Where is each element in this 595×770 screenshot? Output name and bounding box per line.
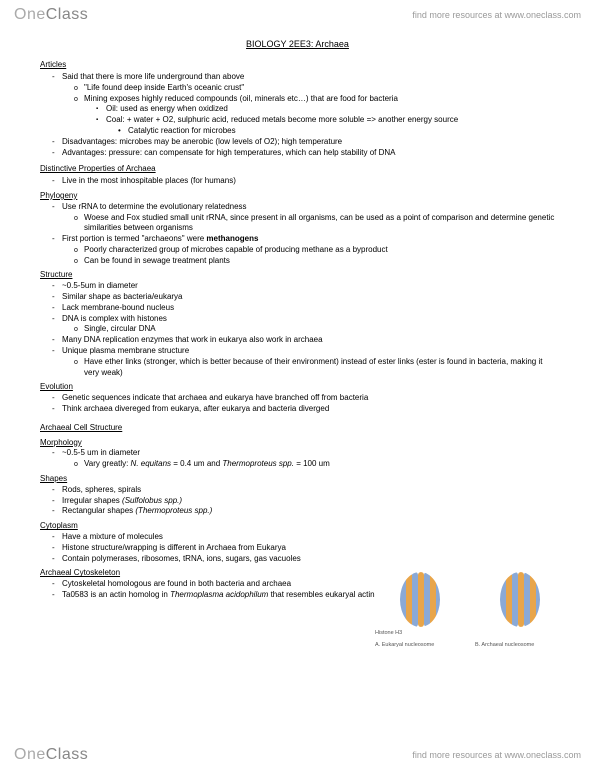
list-item: Disadvantages: microbes may be anerobic … — [40, 137, 555, 148]
page-header: OneClass find more resources at www.onec… — [0, 0, 595, 30]
list-item: Rods, spheres, spirals — [40, 485, 555, 496]
diagram-label-histone: Histone H3 — [375, 630, 402, 636]
list-item: Genetic sequences indicate that archaea … — [40, 393, 555, 404]
page-title: BIOLOGY 2EE3: Archaea — [40, 38, 555, 50]
list-item: Live in the most inhospitable places (fo… — [40, 176, 555, 187]
text-italic: Thermoproteus spp. — [222, 459, 294, 468]
text: = 100 um — [294, 459, 330, 468]
list-item: Irregular shapes (Sulfolobus spp.) — [40, 496, 555, 507]
section-structure: Structure — [40, 270, 555, 281]
brand-part-one: One — [14, 6, 46, 23]
diagram-caption-a: A. Eukaryal nucleosome — [375, 642, 434, 648]
section-archaeal-cell: Archaeal Cell Structure — [40, 423, 555, 434]
section-evolution: Evolution — [40, 382, 555, 393]
document-body: BIOLOGY 2EE3: Archaea Articles Said that… — [0, 30, 595, 641]
nucleosome-diagram: Histone H3 A. Eukaryal nucleosome B. Arc… — [375, 560, 565, 660]
list-item: "Life found deep inside Earth's oceanic … — [62, 83, 555, 94]
text-bold: methanogens — [206, 234, 258, 243]
text: Ta0583 is an actin homolog in — [62, 590, 170, 599]
list-item: Advantages: pressure: can compensate for… — [40, 148, 555, 159]
section-morphology: Morphology — [40, 438, 555, 449]
list-item: ~0.5-5um in diameter — [40, 281, 555, 292]
list-item: Histone structure/wrapping is different … — [40, 543, 555, 554]
list-item: Many DNA replication enzymes that work i… — [40, 335, 555, 346]
text: DNA is complex with histones — [62, 314, 167, 323]
list-item: Mining exposes highly reduced compounds … — [62, 94, 555, 137]
list-item: First portion is termed "archaeons" were… — [40, 234, 555, 266]
text: Mining exposes highly reduced compounds … — [84, 94, 398, 103]
text: Said that there is more life underground… — [62, 72, 244, 81]
text-italic: Thermoplasma acidophilum — [170, 590, 268, 599]
resources-link-footer[interactable]: find more resources at www.oneclass.com — [412, 750, 581, 760]
text: = 0.4 um and — [171, 459, 222, 468]
text: Irregular shapes — [62, 496, 122, 505]
brand-logo: OneClass — [14, 6, 88, 24]
text: Rectangular shapes — [62, 506, 135, 515]
list-item: Rectangular shapes (Thermoproteus spp.) — [40, 506, 555, 517]
text: Coal: + water + O2, sulphuric acid, redu… — [106, 115, 458, 124]
section-phylogeny: Phylogeny — [40, 191, 555, 202]
section-articles: Articles — [40, 60, 555, 71]
list-item: Vary greatly: N. equitans = 0.4 um and T… — [62, 459, 555, 470]
list-item: DNA is complex with histones Single, cir… — [40, 314, 555, 336]
text: First portion is termed "archaeons" were — [62, 234, 206, 243]
list-item: Use rRNA to determine the evolutionary r… — [40, 202, 555, 234]
section-cytoplasm: Cytoplasm — [40, 521, 555, 532]
brand-part-two: Class — [46, 746, 89, 763]
list-item: Woese and Fox studied small unit rRNA, s… — [62, 213, 555, 235]
text: ~0.5-5 um in diameter — [62, 448, 140, 457]
list-item: Unique plasma membrane structure Have et… — [40, 346, 555, 378]
list-item: Similar shape as bacteria/eukarya — [40, 292, 555, 303]
text-italic: (Thermoproteus spp.) — [135, 506, 212, 515]
list-item: Single, circular DNA — [62, 324, 555, 335]
eukaryal-nucleosome-icon — [385, 565, 455, 635]
list-item: Catalytic reaction for microbes — [106, 126, 555, 137]
list-item: Have ether links (stronger, which is bet… — [62, 357, 555, 379]
text: Unique plasma membrane structure — [62, 346, 189, 355]
list-item: Have a mixture of molecules — [40, 532, 555, 543]
text: Vary greatly: — [84, 459, 131, 468]
text: Use rRNA to determine the evolutionary r… — [62, 202, 247, 211]
list-item: Oil: used as energy when oxidized — [84, 104, 555, 115]
list-item: Said that there is more life underground… — [40, 72, 555, 137]
resources-link[interactable]: find more resources at www.oneclass.com — [412, 10, 581, 20]
text-italic: N. equitans — [131, 459, 171, 468]
brand-part-two: Class — [46, 6, 89, 23]
diagram-caption-b: B. Archaeal nucleosome — [475, 642, 534, 648]
section-shapes: Shapes — [40, 474, 555, 485]
list-item: Think archaea divereged from eukarya, af… — [40, 404, 555, 415]
list-item: Lack membrane-bound nucleus — [40, 303, 555, 314]
brand-logo-footer: OneClass — [14, 746, 88, 764]
text: that resembles eukaryal actin — [268, 590, 374, 599]
archaeal-nucleosome-icon — [485, 565, 555, 635]
brand-part-one: One — [14, 746, 46, 763]
page-footer: OneClass find more resources at www.onec… — [0, 740, 595, 770]
list-item: Can be found in sewage treatment plants — [62, 256, 555, 267]
list-item: Coal: + water + O2, sulphuric acid, redu… — [84, 115, 555, 137]
list-item: Poorly characterized group of microbes c… — [62, 245, 555, 256]
list-item: ~0.5-5 um in diameter Vary greatly: N. e… — [40, 448, 555, 470]
text-italic: (Sulfolobus spp.) — [122, 496, 182, 505]
section-distinctive: Distinctive Properties of Archaea — [40, 164, 555, 175]
